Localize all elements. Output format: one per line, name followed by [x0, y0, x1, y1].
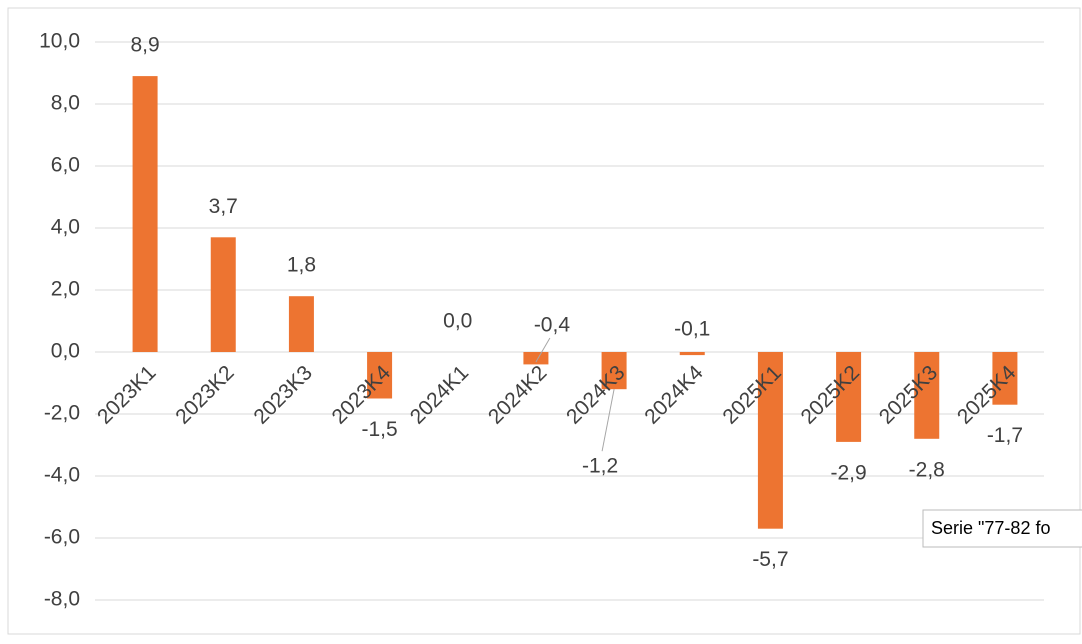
bar: [288, 296, 314, 352]
y-tick-label: 2,0: [51, 278, 80, 301]
value-label: 3,7: [209, 195, 238, 218]
y-tick-label: 6,0: [51, 154, 80, 177]
value-label: -0,4: [534, 314, 571, 337]
value-label: -1,5: [361, 418, 397, 441]
y-tick-label: 0,0: [51, 340, 80, 363]
bar: [132, 76, 158, 352]
y-tick-label: -6,0: [44, 526, 80, 549]
y-tick-label: -8,0: [44, 588, 80, 611]
bar: [210, 237, 236, 352]
bar: [992, 352, 1018, 405]
tooltip-text: Serie "77-82 fo: [931, 518, 1050, 538]
bar: [523, 352, 549, 365]
value-label: 0,0: [443, 310, 472, 333]
bar: [679, 352, 705, 356]
tooltip: Serie "77-82 fo: [922, 509, 1082, 548]
y-tick-label: -2,0: [44, 402, 80, 425]
bar: [367, 352, 393, 399]
value-label: -0,1: [674, 318, 710, 341]
y-tick-label: 10,0: [39, 30, 80, 53]
y-tick-label: -4,0: [44, 464, 80, 487]
leader-line: [535, 337, 551, 363]
leader-line: [601, 389, 615, 452]
bar: [757, 352, 783, 529]
tooltip-box: [922, 509, 1082, 548]
value-label: 1,8: [287, 254, 316, 277]
y-tick-label: 8,0: [51, 92, 80, 115]
bar: [914, 352, 940, 439]
value-label: -5,7: [752, 548, 788, 571]
y-tick-label: 4,0: [51, 216, 80, 239]
bar: [601, 352, 627, 390]
value-label: -2,9: [830, 461, 866, 484]
value-label: -1,7: [987, 424, 1023, 447]
chart-frame: [7, 7, 1081, 635]
value-label: -1,2: [582, 455, 618, 478]
value-label: -2,8: [909, 458, 945, 481]
value-label: 8,9: [130, 34, 159, 57]
bar: [836, 352, 862, 442]
